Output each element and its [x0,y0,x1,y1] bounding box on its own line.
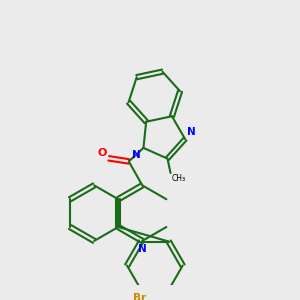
Text: CH₃: CH₃ [172,175,186,184]
Text: N: N [138,244,147,254]
Text: O: O [97,148,106,158]
Text: Br: Br [133,293,146,300]
Text: N: N [132,150,140,160]
Text: N: N [187,127,196,137]
